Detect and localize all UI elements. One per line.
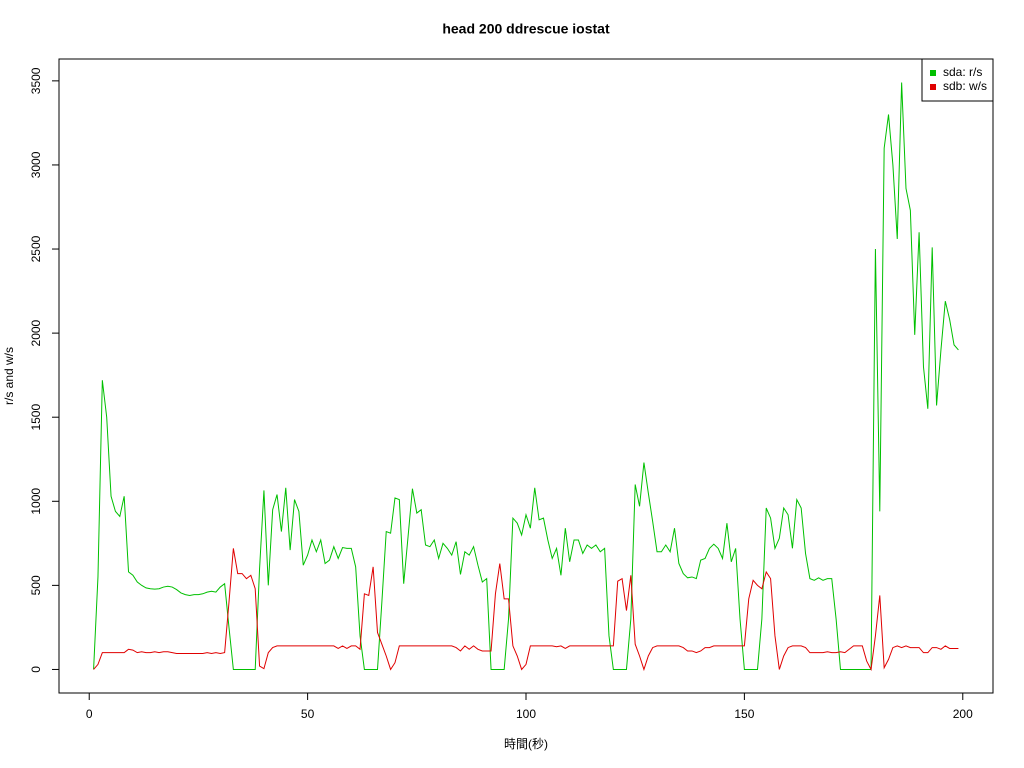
y-tick-label: 500 xyxy=(29,575,43,595)
x-tick-label: 150 xyxy=(734,707,754,721)
y-tick-label: 1500 xyxy=(29,404,43,431)
legend-swatch xyxy=(930,70,936,76)
x-tick-label: 100 xyxy=(516,707,536,721)
x-tick-label: 50 xyxy=(301,707,315,721)
y-axis-label: r/s and w/s xyxy=(2,347,16,405)
legend-label: sda: r/s xyxy=(943,65,982,79)
legend-swatch xyxy=(930,84,936,90)
y-tick-label: 0 xyxy=(29,666,43,673)
line-series xyxy=(93,548,959,672)
legend-box xyxy=(921,58,994,102)
y-tick-label: 2500 xyxy=(29,235,43,262)
x-axis-label: 時間(秒) xyxy=(504,737,548,751)
line-series xyxy=(93,82,959,670)
legend-label: sdb: w/s xyxy=(943,79,987,93)
chart-title: head 200 ddrescue iostat xyxy=(442,21,610,37)
y-tick-label: 1000 xyxy=(29,488,43,515)
y-tick-label: 3500 xyxy=(29,67,43,94)
y-tick-label: 3000 xyxy=(29,151,43,178)
x-tick-label: 0 xyxy=(86,707,93,721)
y-tick-label: 2000 xyxy=(29,319,43,346)
x-tick-label: 200 xyxy=(953,707,973,721)
